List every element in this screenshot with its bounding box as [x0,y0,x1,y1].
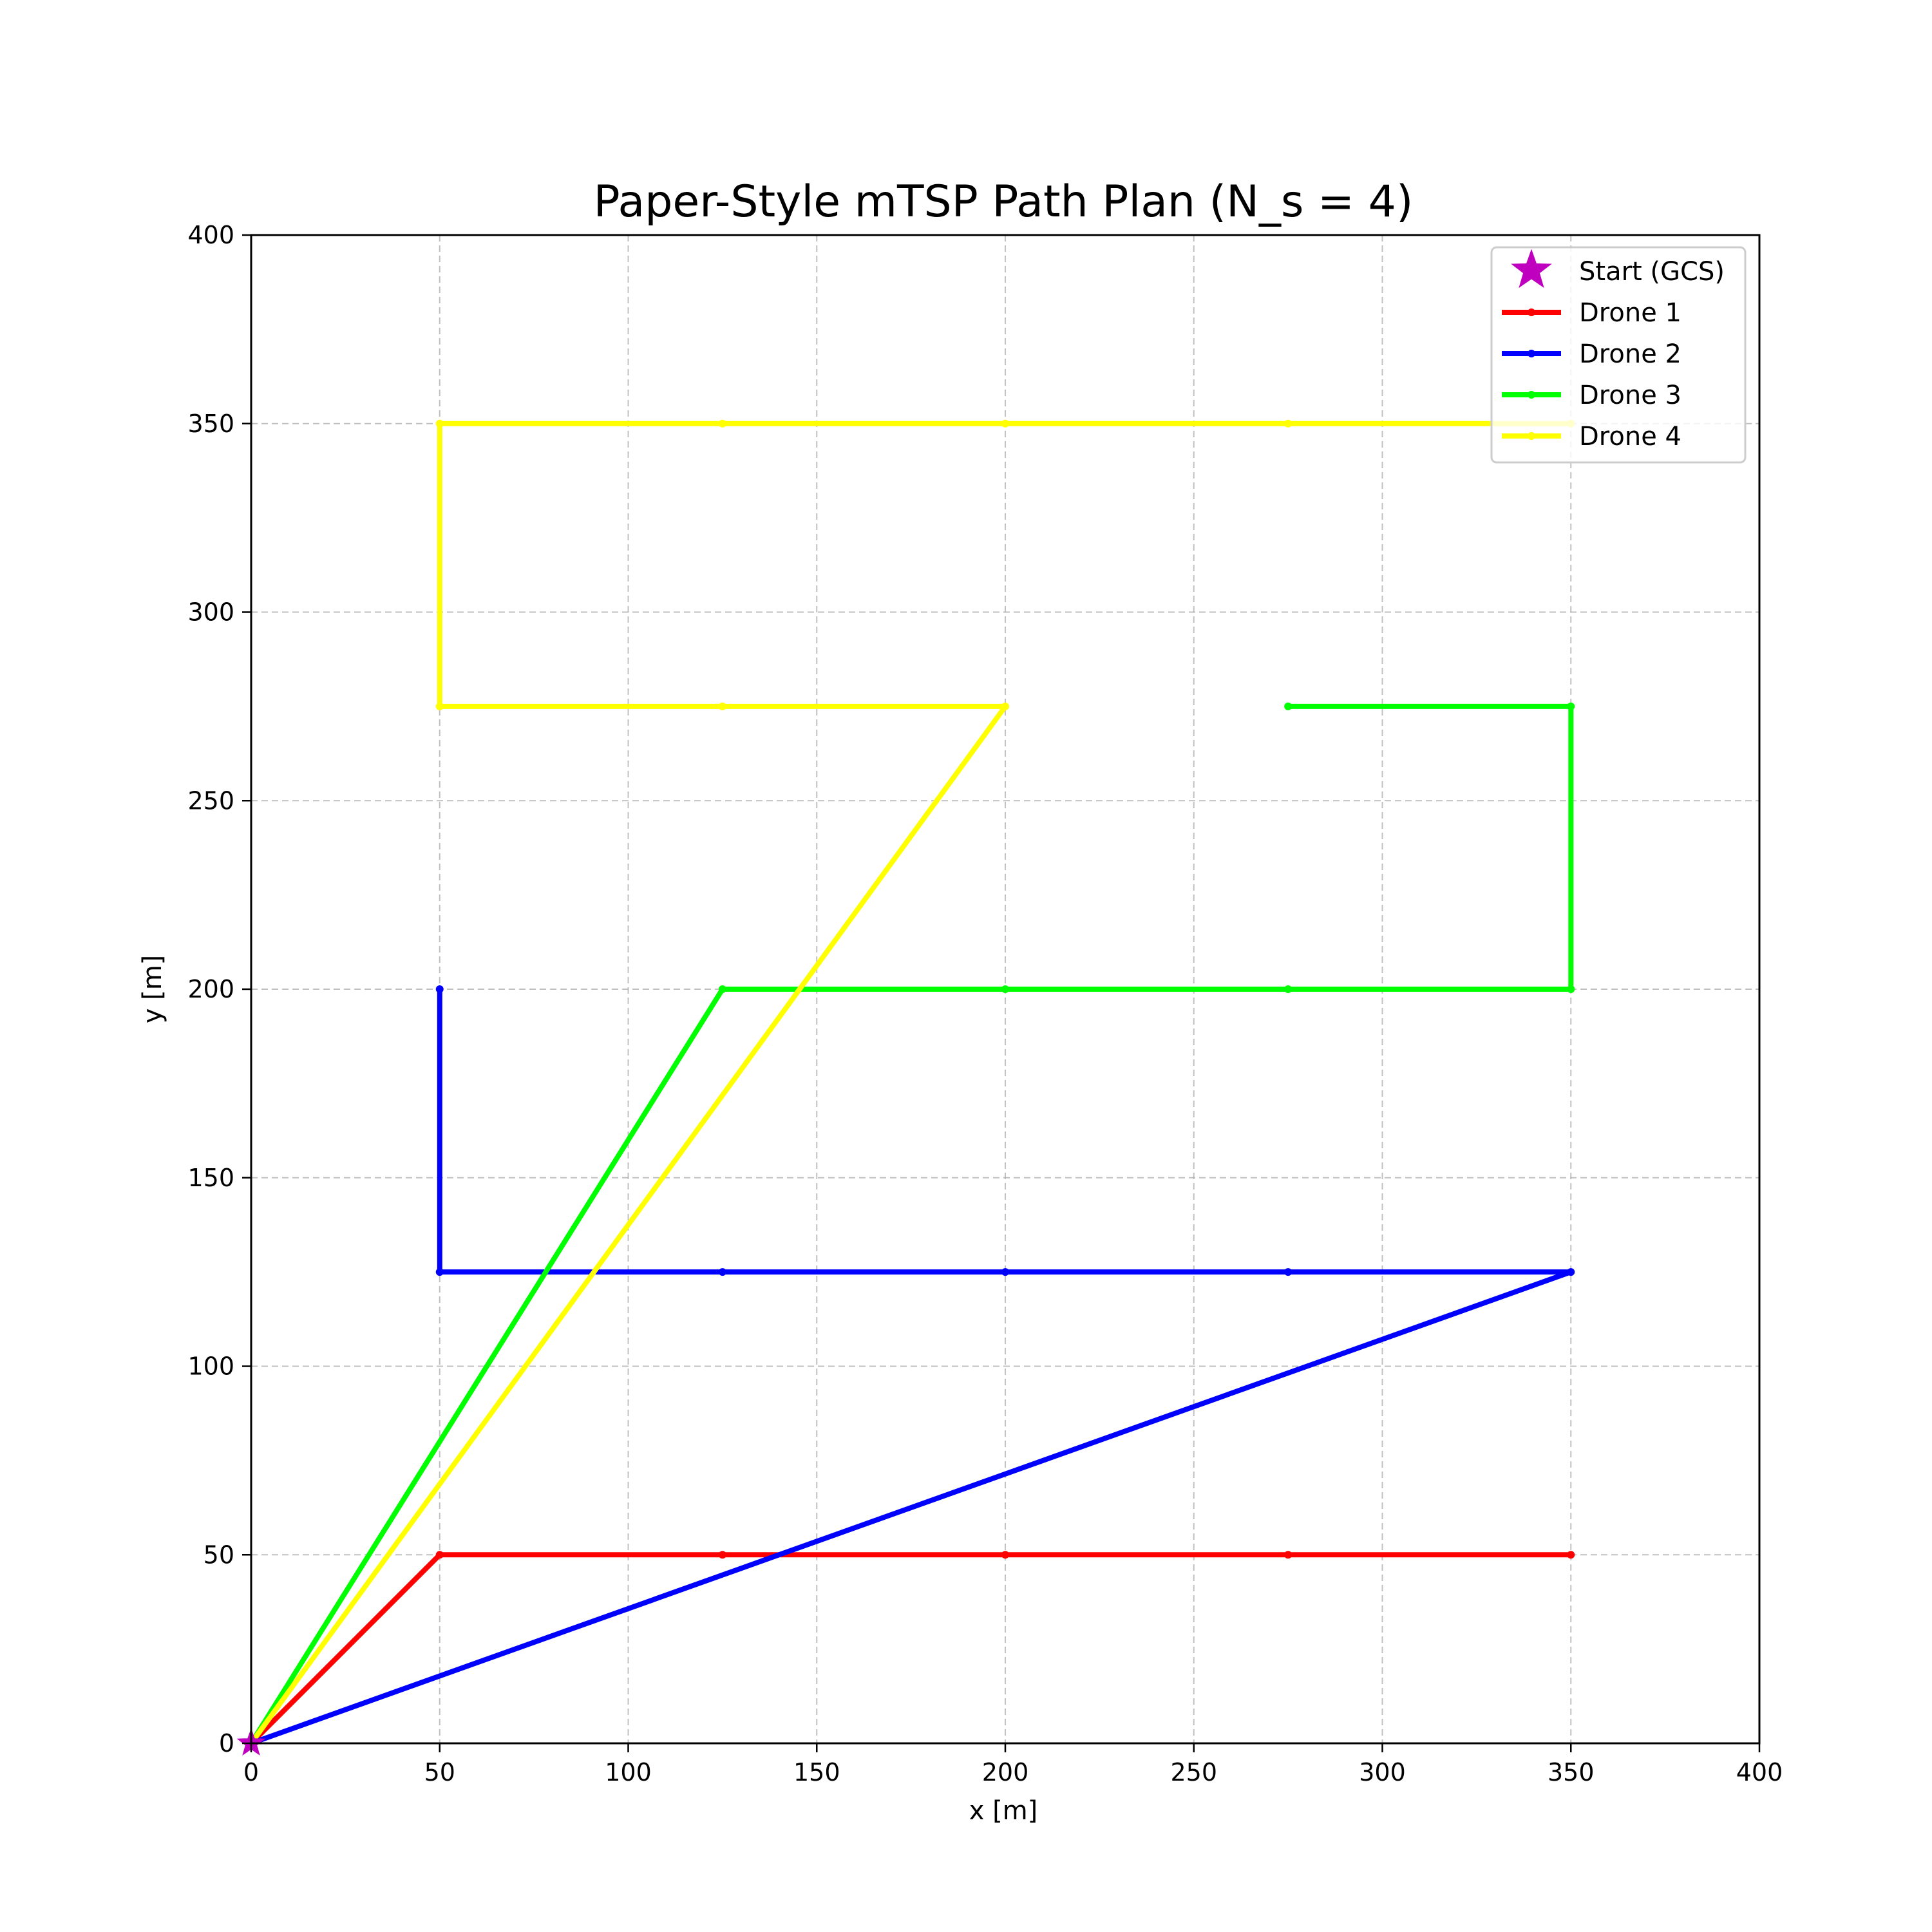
series-layer [236,419,1575,1756]
x-tick-label: 100 [605,1758,652,1786]
series-point [435,1268,444,1276]
legend-label: Drone 1 [1579,298,1681,328]
ticks: 0 50 100 150 200 250 300 350 400 0 50 100 150 200 250 3… [187,221,1783,1786]
x-tick-label: 50 [424,1758,455,1786]
y-tick-label: 200 [187,975,234,1003]
series-point [435,1551,444,1559]
series-point [435,702,444,710]
legend-entry-2: Drone 2 [1502,339,1681,369]
series-point [1284,702,1293,710]
y-tick-label: 400 [187,221,234,249]
x-tick-label: 300 [1359,1758,1406,1786]
series-point [1567,985,1575,993]
series-point [1284,1551,1293,1559]
series-point [718,419,726,428]
series-point [718,1268,726,1276]
legend-label: Drone 3 [1579,381,1681,410]
y-tick-label: 350 [187,410,234,438]
series-point [435,419,444,428]
y-axis-label: y [m] [138,955,167,1024]
series-point [1001,419,1009,428]
legend-entry-3: Drone 3 [1502,381,1681,410]
x-tick-label: 200 [982,1758,1029,1786]
chart-title: Paper-Style mTSP Path Plan (N_s = 4) [594,176,1414,227]
legend-label: Drone 2 [1579,339,1681,369]
y-tick-label: 300 [187,598,234,627]
series-point [1001,1268,1009,1276]
x-axis-label: x [m] [969,1796,1038,1826]
legend-marker [1528,391,1535,399]
series-point [1567,1268,1575,1276]
series-point [1284,1268,1293,1276]
legend-start-star-icon [1511,249,1552,289]
y-tick-label: 0 [219,1729,234,1757]
x-tick-label: 150 [793,1758,840,1786]
legend: Start (GCS) Drone 1 Drone 2 Drone 3 Drone 4 [1490,246,1747,464]
legend-start-label: Start (GCS) [1579,257,1725,287]
legend-entry-4: Drone 4 [1502,422,1681,451]
y-tick-label: 100 [187,1352,234,1381]
legend-box [1490,246,1747,464]
series-line [249,1552,1574,1746]
x-tick-label: 400 [1736,1758,1783,1786]
series-point [718,1551,726,1559]
x-tick-label: 350 [1548,1758,1595,1786]
series-point [1001,985,1009,993]
legend-marker [1528,432,1535,440]
y-tick-label: 250 [187,786,234,815]
y-tick-label: 150 [187,1164,234,1192]
legend-marker [1528,350,1535,357]
x-tick-label: 0 [243,1758,259,1786]
series-point [1567,702,1575,710]
series-point [718,985,726,993]
legend-marker [1528,308,1535,316]
series-point [1284,419,1293,428]
x-tick-label: 250 [1170,1758,1217,1786]
legend-label: Drone 4 [1579,422,1681,451]
series-point [1284,985,1293,993]
legend-entry-1: Drone 1 [1502,298,1681,328]
series-point [1001,702,1009,710]
series-point [718,702,726,710]
series-point [435,985,444,993]
series-point [1001,1551,1009,1559]
series-point [1567,1551,1575,1559]
y-tick-label: 50 [204,1540,234,1569]
